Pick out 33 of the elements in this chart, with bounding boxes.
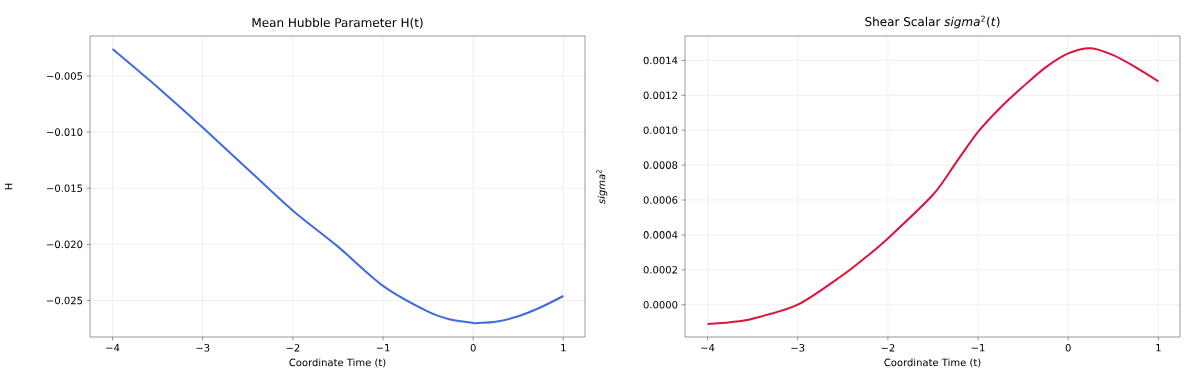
y-tick-label: −0.020 bbox=[47, 240, 83, 249]
x-tick-label: −4 bbox=[106, 344, 120, 352]
x-tick-label: −2 bbox=[286, 344, 300, 352]
x-tick-label: 0 bbox=[470, 344, 476, 352]
x-tick-label: −3 bbox=[196, 344, 210, 352]
y-tick-label: −0.025 bbox=[47, 296, 83, 305]
y-axis-title: sigma$^{2}$ bbox=[596, 170, 608, 204]
y-tick-label: 0.0010 bbox=[643, 126, 678, 134]
x-tick-label: −3 bbox=[791, 344, 805, 352]
y-tick-label: 0.0004 bbox=[643, 231, 678, 239]
line-series bbox=[706, 47, 1160, 325]
x-axis-title: Coordinate Time (t) bbox=[884, 358, 981, 368]
chart-title: Shear Scalar sigma$^{2}$(t) bbox=[865, 15, 1000, 29]
x-tick-label: 0 bbox=[1065, 344, 1071, 352]
y-tick-label: 0.0000 bbox=[643, 300, 678, 309]
x-axis-title: Coordinate Time (t) bbox=[289, 358, 386, 368]
y-axis-title: H bbox=[4, 183, 13, 190]
x-tick-label: −4 bbox=[701, 344, 715, 352]
x-tick-label: 1 bbox=[1156, 344, 1161, 352]
y-tick-label: 0.0008 bbox=[643, 161, 678, 169]
y-tick-label: 0.0006 bbox=[643, 196, 678, 204]
x-tick-label: −2 bbox=[881, 344, 895, 352]
x-tick-label: −1 bbox=[376, 344, 390, 352]
y-tick-label: 0.0002 bbox=[643, 266, 677, 274]
x-tick-label: −1 bbox=[971, 344, 985, 352]
y-tick-label: −0.015 bbox=[47, 184, 83, 193]
y-tick-label: 0.0012 bbox=[643, 91, 677, 100]
y-tick-label: 0.0014 bbox=[643, 56, 678, 65]
line-series bbox=[111, 48, 565, 325]
chart-title: Mean Hubble Parameter H(t) bbox=[252, 17, 423, 29]
x-tick-label: 1 bbox=[561, 344, 566, 352]
y-tick-label: −0.005 bbox=[47, 72, 83, 80]
y-tick-label: −0.010 bbox=[47, 128, 83, 136]
